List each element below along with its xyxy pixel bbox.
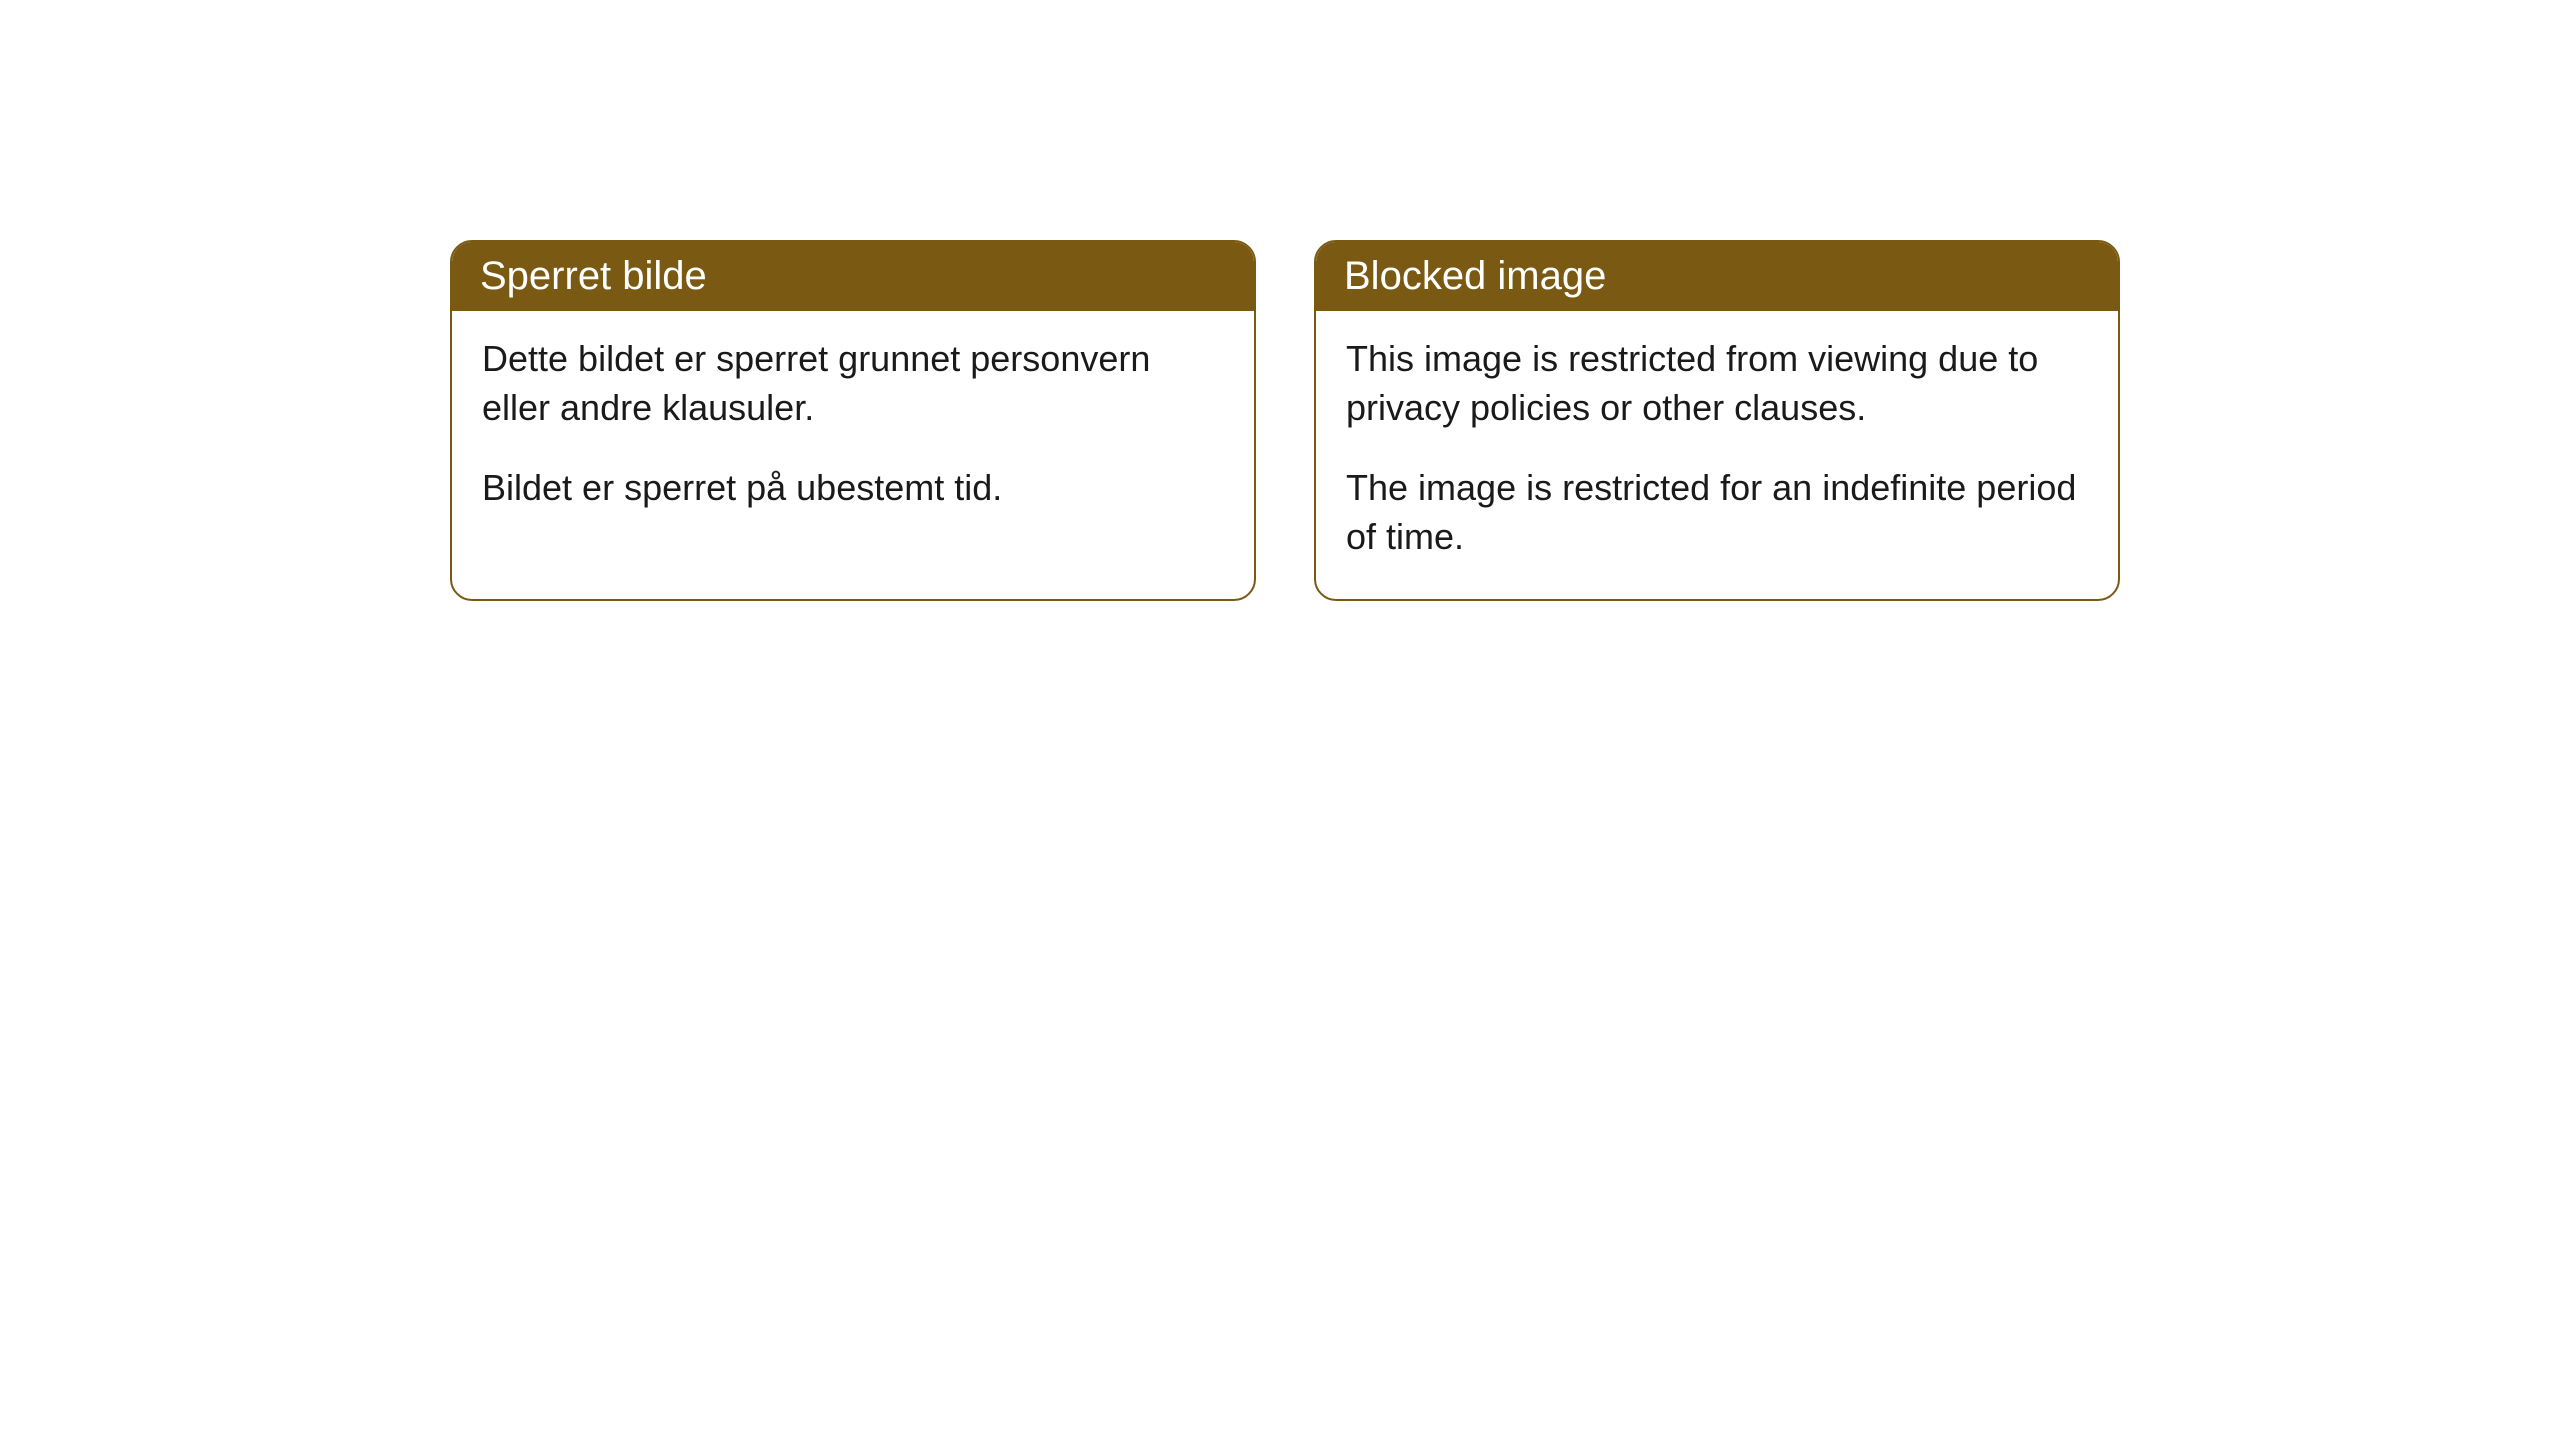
- card-paragraph-2-english: The image is restricted for an indefinit…: [1346, 464, 2088, 561]
- card-header-english: Blocked image: [1316, 242, 2118, 311]
- card-header-norwegian: Sperret bilde: [452, 242, 1254, 311]
- card-body-english: This image is restricted from viewing du…: [1316, 311, 2118, 599]
- card-paragraph-2-norwegian: Bildet er sperret på ubestemt tid.: [482, 464, 1224, 513]
- card-title-norwegian: Sperret bilde: [480, 254, 707, 298]
- card-english: Blocked image This image is restricted f…: [1314, 240, 2120, 601]
- card-norwegian: Sperret bilde Dette bildet er sperret gr…: [450, 240, 1256, 601]
- card-paragraph-1-norwegian: Dette bildet er sperret grunnet personve…: [482, 335, 1224, 432]
- card-body-norwegian: Dette bildet er sperret grunnet personve…: [452, 311, 1254, 551]
- card-title-english: Blocked image: [1344, 254, 1606, 298]
- card-paragraph-1-english: This image is restricted from viewing du…: [1346, 335, 2088, 432]
- cards-container: Sperret bilde Dette bildet er sperret gr…: [450, 240, 2560, 601]
